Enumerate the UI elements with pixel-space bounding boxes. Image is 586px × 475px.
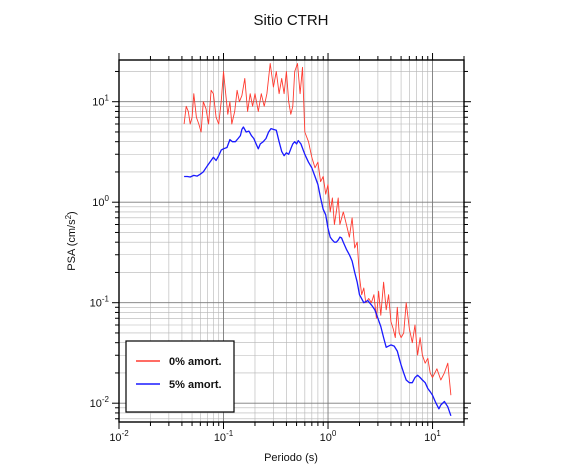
x-tick-base: 10 xyxy=(424,432,436,444)
y-tick-exp: -2 xyxy=(102,395,110,404)
y-axis-label-main: PSA (cm/s xyxy=(66,219,78,271)
x-axis-label: Periodo (s) xyxy=(264,452,318,464)
axis-ticks xyxy=(112,53,471,429)
y-tick-label: 101 xyxy=(92,94,109,109)
y-tick-exp: 0 xyxy=(105,194,110,203)
y-tick-label: 10-2 xyxy=(90,395,110,410)
legend-box xyxy=(125,340,235,413)
x-tick-label: 101 xyxy=(424,429,441,444)
x-tick-exp: 0 xyxy=(332,429,337,438)
y-tick-exp: -1 xyxy=(102,295,110,304)
x-tick-base: 10 xyxy=(109,432,121,444)
x-tick-exp: 1 xyxy=(436,429,441,438)
x-tick-base: 10 xyxy=(214,432,226,444)
y-axis-label-tail: ) xyxy=(66,211,78,215)
x-tick-labels: 10-2 10-1 100 101 xyxy=(109,429,441,444)
y-tick-base: 10 xyxy=(90,298,102,310)
x-tick-exp: -2 xyxy=(122,429,130,438)
series-line-5pct-damping xyxy=(184,126,452,417)
x-tick-base: 10 xyxy=(320,432,332,444)
y-axis-label-exp: 2 xyxy=(64,214,73,219)
y-tick-label: 10-1 xyxy=(90,295,110,310)
plot-frame xyxy=(118,59,465,423)
y-axis-label: PSA (cm/s2) xyxy=(64,211,78,270)
x-tick-label: 100 xyxy=(320,429,337,444)
y-tick-exp: 1 xyxy=(105,94,110,103)
chart-title: Sitio CTRH xyxy=(253,12,328,29)
x-tick-label: 10-2 xyxy=(109,429,129,444)
legend: 0% amort. 5% amort. xyxy=(125,340,235,413)
x-tick-exp: -1 xyxy=(226,429,234,438)
plot-series xyxy=(183,63,452,417)
y-tick-base: 10 xyxy=(92,97,104,109)
x-tick-label: 10-1 xyxy=(214,429,234,444)
y-tick-label: 100 xyxy=(92,194,109,209)
series-line-0pct-damping xyxy=(183,63,452,396)
legend-label-0pct: 0% amort. xyxy=(169,356,222,368)
y-tick-base: 10 xyxy=(90,398,102,410)
legend-label-5pct: 5% amort. xyxy=(169,379,222,391)
y-tick-base: 10 xyxy=(92,197,104,209)
